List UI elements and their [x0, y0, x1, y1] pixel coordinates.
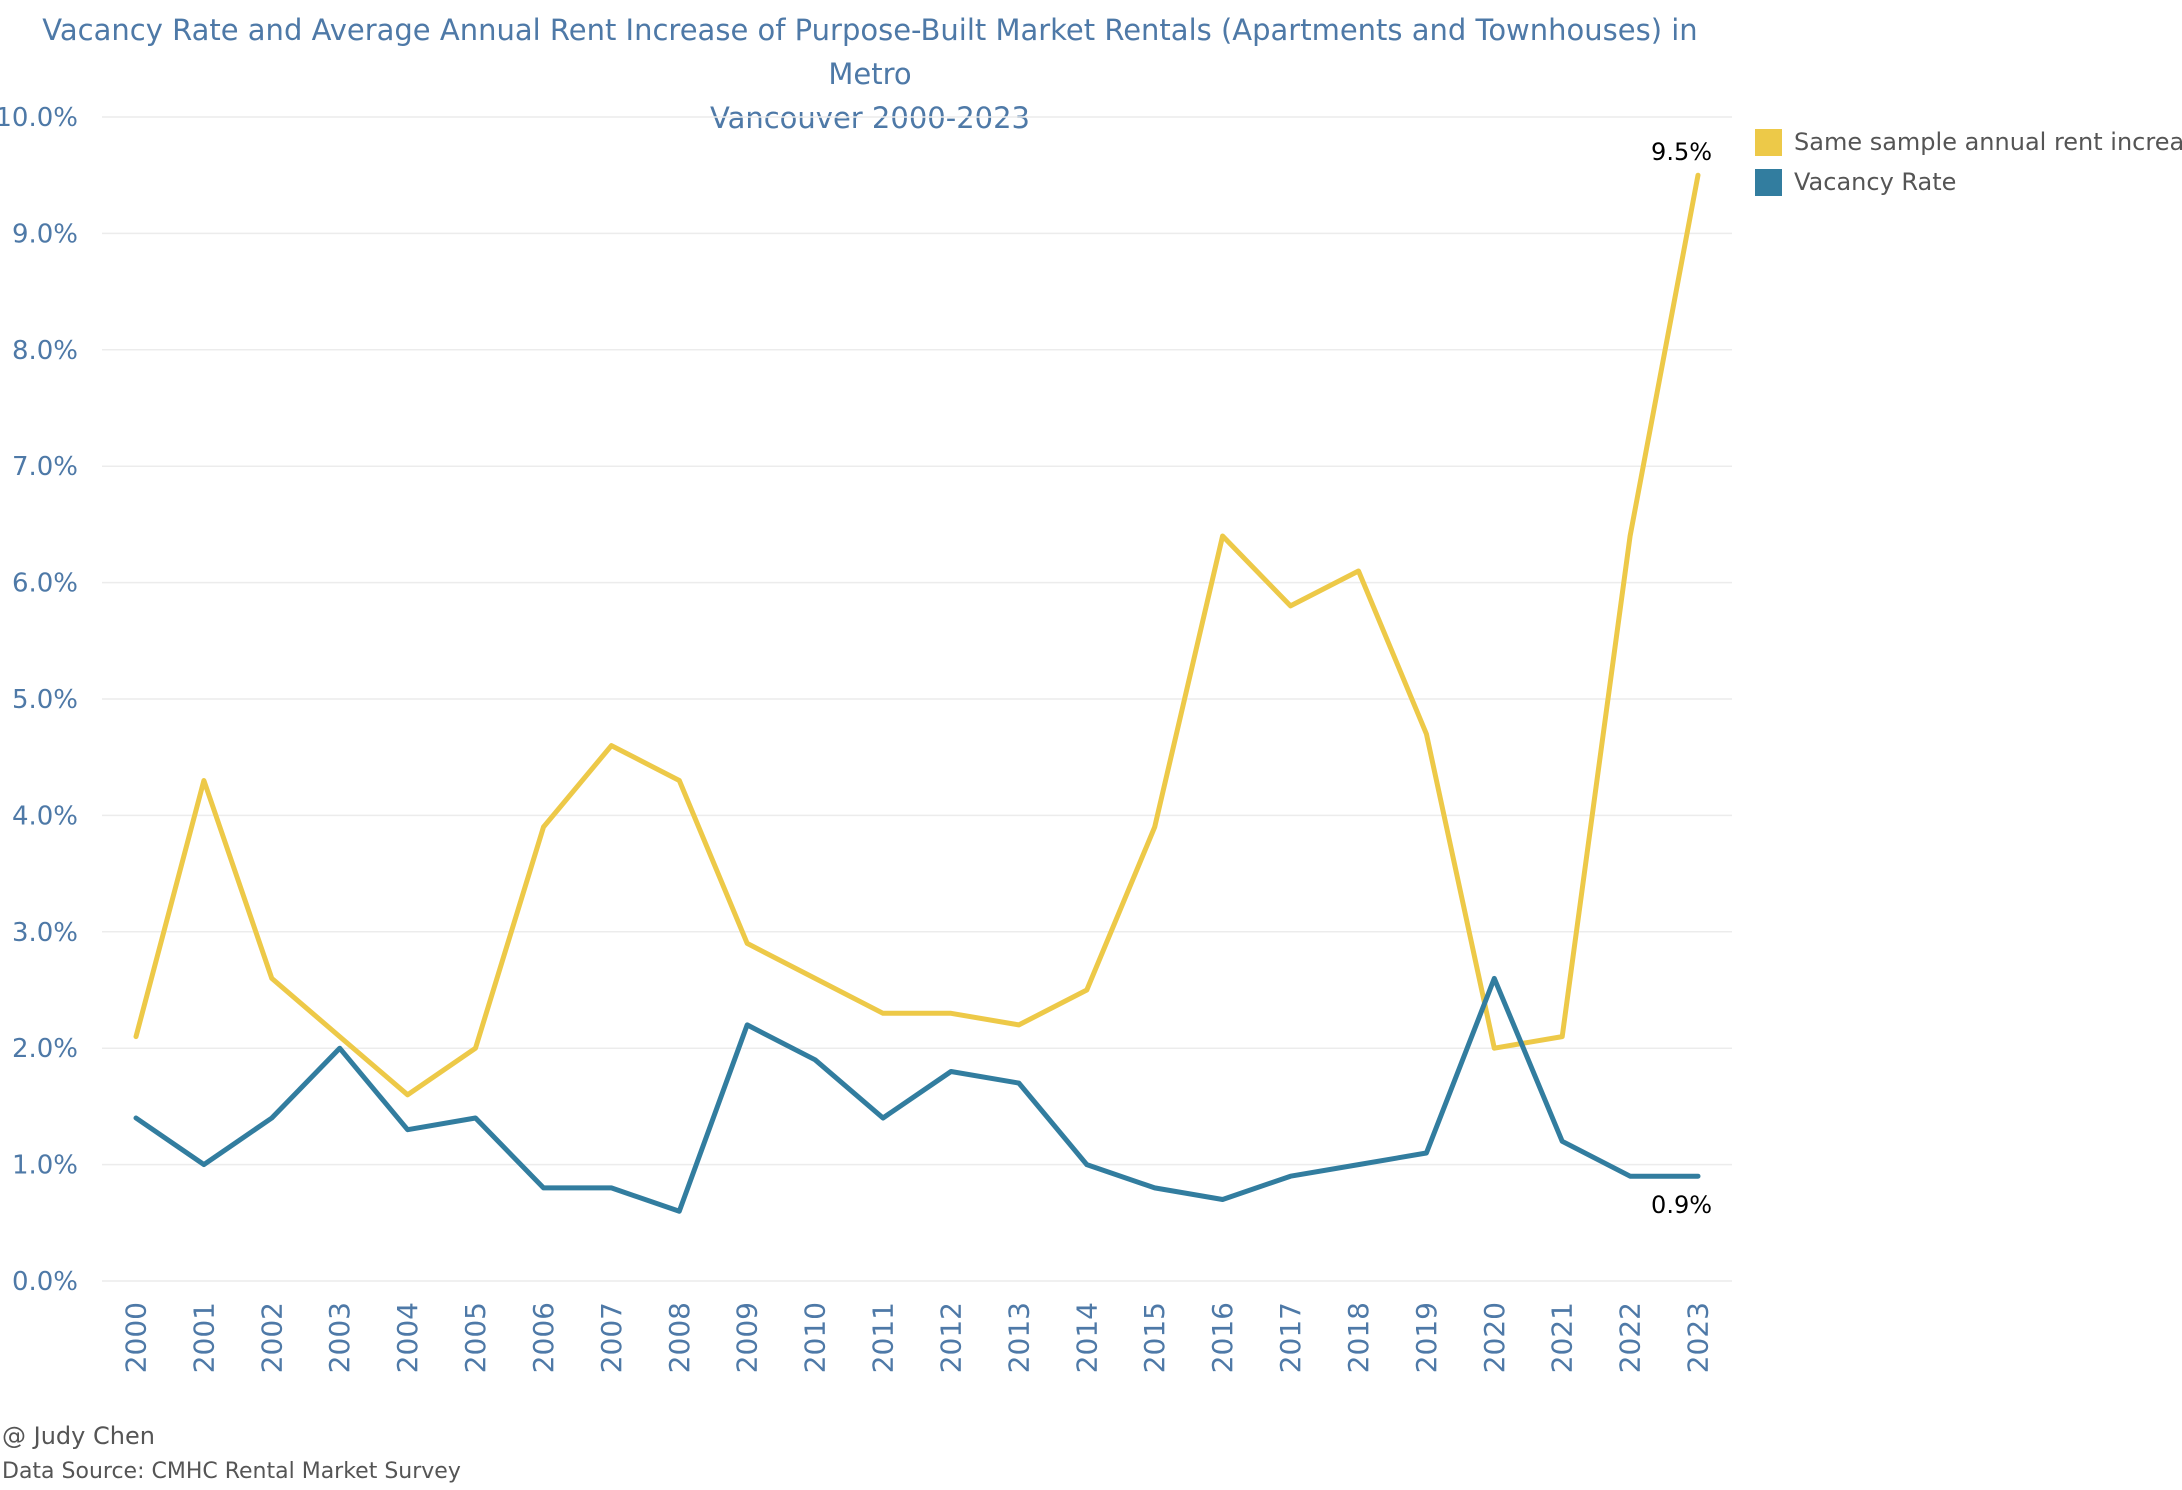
x-tick-label: 2018 [1342, 1302, 1375, 1373]
x-tick-label: 2007 [595, 1302, 628, 1373]
y-tick-label: 6.0% [12, 569, 78, 599]
x-tick-label: 2016 [1206, 1302, 1239, 1373]
data-source: Data Source: CMHC Rental Market Survey [2, 1459, 461, 1484]
footer: @ Judy Chen Data Source: CMHC Rental Mar… [2, 1418, 461, 1490]
y-tick-label: 0.0% [12, 1267, 78, 1297]
y-tick-label: 3.0% [12, 918, 78, 948]
x-tick-label: 2014 [1070, 1302, 1103, 1373]
y-tick-label: 7.0% [12, 452, 78, 482]
chart-title-line-2: Vancouver 2000-2023 [709, 101, 1031, 135]
grid-lines [102, 116, 1732, 1282]
legend: Same sample annual rent increase Vacancy … [1755, 122, 2182, 202]
legend-item: Vacancy Rate [1755, 162, 2182, 202]
legend-swatch [1755, 128, 1782, 156]
x-tick-label: 2003 [323, 1302, 356, 1373]
x-tick-label: 2021 [1546, 1302, 1579, 1373]
x-tick-label: 2019 [1410, 1302, 1443, 1373]
end-value-label: 0.9% [1651, 1191, 1712, 1219]
x-tick-label: 2009 [731, 1302, 764, 1373]
x-tick-label: 2010 [799, 1302, 832, 1373]
line-chart: 0.0% 1.0% 2.0% 3.0% 4.0% 5.0% 6.0% 7.0% 8.0% 9.0%… [0, 103, 1732, 1373]
chart-title-line-1: Vacancy Rate and Average Annual Rent Inc… [42, 13, 1698, 91]
y-tick-label: 10.0% [0, 103, 78, 133]
x-tick-label: 2001 [187, 1302, 220, 1373]
x-tick-label: 2011 [867, 1302, 900, 1373]
x-tick-label: 2023 [1682, 1302, 1715, 1373]
y-tick-label: 4.0% [12, 801, 78, 831]
author-credit: @ Judy Chen [2, 1422, 155, 1450]
x-tick-label: 2020 [1478, 1302, 1511, 1373]
x-tick-label: 2002 [255, 1302, 288, 1373]
x-tick-label: 2017 [1274, 1302, 1307, 1373]
legend-item: Same sample annual rent increase [1755, 122, 2182, 162]
chart-title: Vacancy Rate and Average Annual Rent Inc… [0, 8, 1740, 140]
x-tick-label: 2022 [1614, 1302, 1647, 1373]
x-tick-label: 2004 [391, 1302, 424, 1373]
legend-label: Same sample annual rent increase [1794, 128, 2182, 156]
series-line-1 [133, 172, 1701, 1098]
y-axis-ticks: 0.0% 1.0% 2.0% 3.0% 4.0% 5.0% 6.0% 7.0% 8.0% 9.0%… [0, 103, 78, 1297]
series-lines [133, 172, 1701, 1214]
legend-swatch [1755, 168, 1782, 196]
y-tick-label: 5.0% [12, 685, 78, 715]
end-labels: 9.5% 0.9% [1651, 138, 1712, 1219]
end-value-label: 9.5% [1651, 138, 1712, 166]
y-tick-label: 9.0% [12, 219, 78, 249]
x-tick-label: 2000 [119, 1302, 152, 1373]
x-tick-label: 2008 [663, 1302, 696, 1373]
x-tick-label: 2013 [1002, 1302, 1035, 1373]
series-line-2 [133, 975, 1701, 1214]
x-tick-label: 2005 [459, 1302, 492, 1373]
x-tick-label: 2006 [527, 1302, 560, 1373]
y-tick-label: 2.0% [12, 1034, 78, 1064]
legend-label: Vacancy Rate [1794, 168, 1957, 196]
x-tick-label: 2015 [1138, 1302, 1171, 1373]
x-tick-label: 2012 [934, 1302, 967, 1373]
y-tick-label: 8.0% [12, 336, 78, 366]
x-axis-ticks: 2000 2001 2002 2003 2004 2005 2006 2007 2008 2009… [119, 1302, 1714, 1373]
y-tick-label: 1.0% [12, 1151, 78, 1181]
